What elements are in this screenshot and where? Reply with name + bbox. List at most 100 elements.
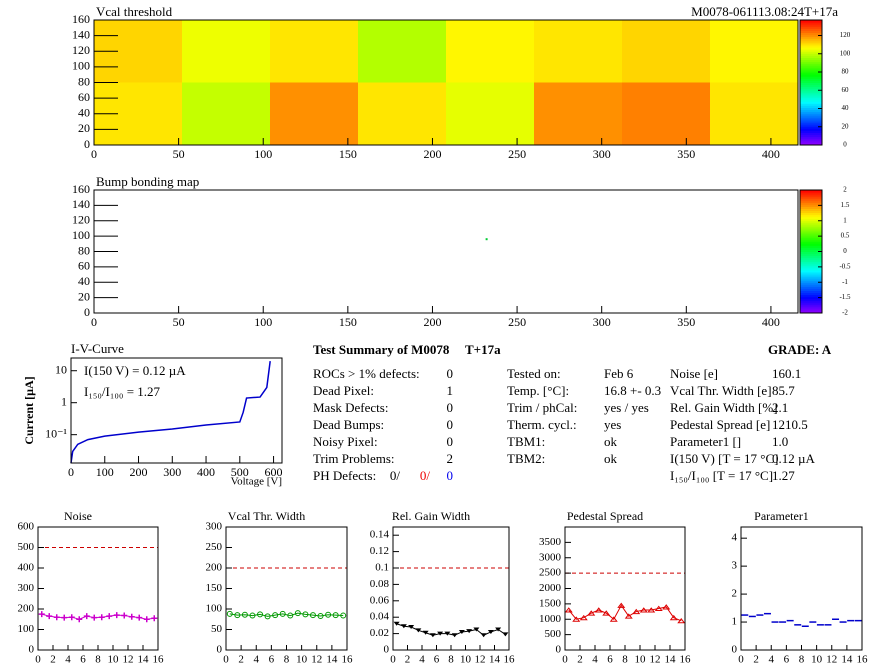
marker — [309, 612, 316, 619]
colorbar-stripe — [800, 86, 822, 90]
plot-frame — [740, 526, 863, 651]
x-tick-label: 150 — [339, 147, 357, 161]
summary-label: Rel. Gain Width [%] — [670, 400, 778, 415]
x-tick-label: 4 — [65, 654, 71, 666]
summary-value: 2 — [447, 451, 454, 466]
marker — [564, 607, 573, 613]
colorbar-label: 2 — [843, 186, 847, 194]
colorbar-stripe — [800, 63, 822, 67]
marker — [400, 624, 407, 629]
colorbar-stripe — [800, 194, 822, 197]
colorbar-stripe — [800, 92, 822, 96]
marker — [393, 621, 400, 626]
colorbar-stripe — [800, 274, 822, 277]
x-tick-label: 350 — [677, 147, 695, 161]
colorbar-stripe — [800, 76, 822, 79]
marker — [662, 604, 671, 610]
marker — [287, 612, 294, 619]
heatmap-cell — [710, 82, 798, 145]
x-tick-label: 4 — [769, 654, 775, 666]
annotation: I(150 V) = 0.12 µA — [84, 363, 186, 378]
colorbar-stripe — [800, 208, 822, 211]
y-tick-label: 3000 — [539, 551, 562, 563]
summary-value: 0.12 µA — [772, 451, 815, 466]
y-tick-label: 400 — [18, 562, 35, 574]
colorbar-stripe — [800, 237, 822, 240]
marker — [669, 614, 678, 621]
marker — [609, 616, 618, 622]
x-tick-label: 100 — [254, 147, 272, 161]
y-tick-label: 0.12 — [370, 545, 389, 557]
heatmap-cell — [270, 82, 358, 145]
colorbar-stripe — [800, 226, 822, 230]
colorbar-stripe — [800, 80, 822, 83]
summary-label: Parameter1 [] — [670, 434, 741, 449]
heatmap-cell — [358, 20, 446, 83]
x-tick-label: 4 — [419, 654, 425, 666]
summary-title: Test Summary of M0078 — [313, 342, 450, 357]
colorbar-stripe — [800, 134, 822, 138]
summary-value: 160.1 — [772, 366, 801, 381]
colorbar-stripe — [800, 24, 822, 27]
colorbar-stripe — [800, 308, 822, 312]
x-tick-label: 2 — [238, 654, 244, 666]
colorbar-frame — [799, 19, 823, 146]
colorbar-label: 20 — [842, 122, 850, 130]
y-tick-label: 1 — [61, 394, 67, 408]
x-tick-label: 16 — [153, 654, 165, 666]
chart-title: Vcal threshold — [96, 4, 173, 19]
marker — [437, 631, 444, 636]
x-tick-label: 6 — [269, 654, 275, 666]
colorbar-stripe — [800, 84, 822, 88]
x-axis-label: Voltage [V] — [231, 476, 282, 488]
colorbar-label: 100 — [840, 49, 851, 57]
x-tick-label: 12 — [311, 654, 322, 666]
y-tick-label: 0 — [29, 644, 35, 656]
y-tick-label: 600 — [18, 521, 35, 533]
summary-label: Pedestal Spread [e] — [670, 417, 770, 432]
marker — [624, 613, 633, 619]
x-tick-label: 6 — [80, 654, 86, 666]
marker — [444, 631, 451, 636]
colorbar-stripe — [800, 249, 822, 252]
colorbar-stripe — [800, 34, 822, 38]
colorbar-stripe — [800, 192, 822, 195]
colorbar-stripe — [800, 296, 822, 300]
marker — [98, 614, 105, 621]
marker — [429, 633, 436, 638]
y-tick-label: 0 — [84, 137, 90, 151]
marker — [294, 610, 301, 617]
summary-value: 1 — [447, 383, 454, 398]
x-tick-label: 16 — [504, 654, 516, 666]
colorbar-stripe — [800, 290, 822, 293]
colorbar-stripe — [800, 72, 822, 75]
y-tick-label: 160 — [72, 182, 90, 196]
marker — [632, 608, 641, 615]
colorbar-stripe — [800, 196, 822, 199]
heatmap-cell — [182, 82, 270, 145]
colorbar-label: -1 — [842, 278, 848, 286]
summary-value: 0 — [447, 366, 454, 381]
x-tick-label: 400 — [762, 147, 780, 161]
colorbar-label: 60 — [842, 86, 850, 94]
data-line — [229, 612, 344, 617]
colorbar-stripe — [800, 228, 822, 232]
colorbar-stripe — [800, 88, 822, 92]
summary-tag: T+17a — [465, 342, 501, 357]
colorbar-stripe — [800, 286, 822, 289]
colorbar-stripe — [800, 276, 822, 279]
colorbar-stripe — [800, 294, 822, 298]
x-tick-label: 10 — [811, 654, 823, 666]
colorbar-stripe — [800, 30, 822, 33]
colorbar-stripe — [800, 222, 822, 226]
colorbar-stripe — [800, 128, 822, 131]
summary-label: Trim / phCal: — [507, 400, 577, 415]
colorbar-stripe — [800, 247, 822, 250]
colorbar-stripe — [800, 259, 822, 263]
y-tick-label: 500 — [545, 628, 562, 640]
summary-value: 16.8 +- 0.3 — [604, 383, 661, 398]
colorbar-stripe — [800, 38, 822, 42]
y-tick-label: 500 — [18, 541, 35, 553]
marker — [128, 613, 135, 620]
